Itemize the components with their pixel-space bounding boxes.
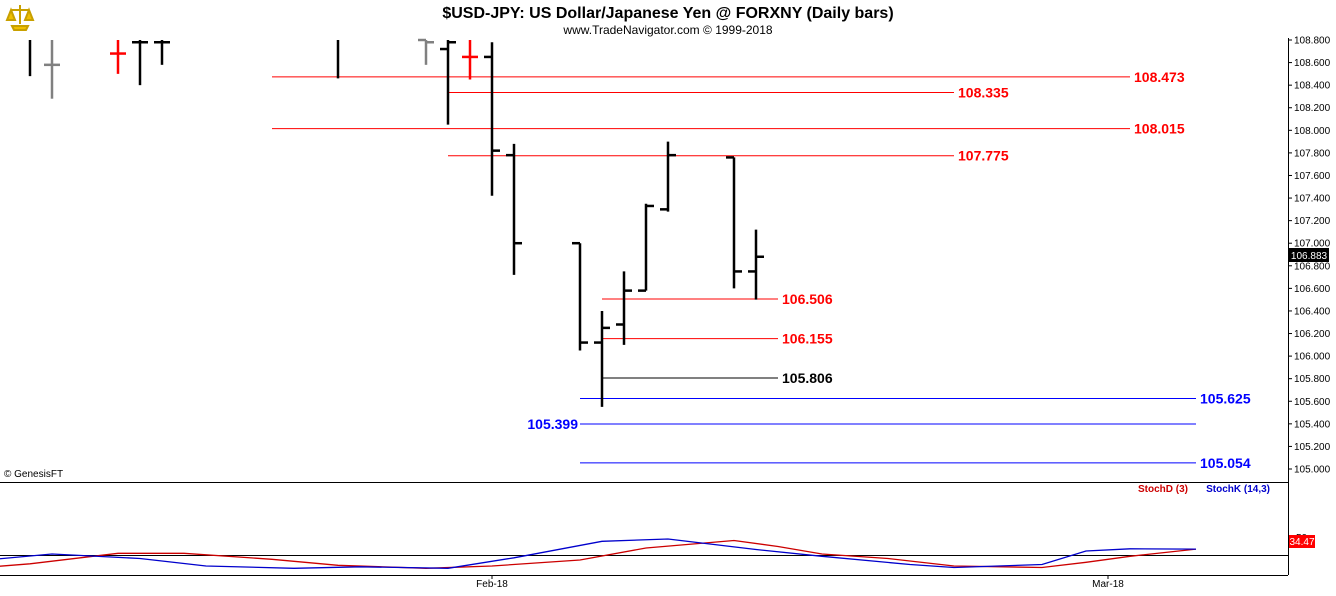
last-price-label: 106.883 <box>1291 251 1328 262</box>
stochk-label: StochK (14,3) <box>1206 484 1270 495</box>
y-tick-label: 108.000 <box>1294 126 1331 137</box>
y-tick-label: 106.200 <box>1294 329 1331 340</box>
level-label: 105.625 <box>1200 390 1251 406</box>
level-label: 107.775 <box>958 148 1009 164</box>
x-tick-label: Feb-18 <box>476 579 508 590</box>
copyright-text: www.TradeNavigator.com © 1999-2018 <box>562 23 772 37</box>
y-tick-label: 108.200 <box>1294 103 1331 114</box>
last-price-box <box>1289 248 1329 262</box>
y-tick-label: 106.800 <box>1294 261 1331 272</box>
level-label: 105.399 <box>527 416 578 432</box>
ohlc-bar <box>484 42 500 196</box>
ohlc-bar <box>572 241 588 351</box>
level-label: 108.335 <box>958 84 1009 100</box>
ohlc-bar <box>594 310 610 407</box>
ohlc-bar <box>418 38 434 65</box>
ohlc-bar <box>462 40 478 80</box>
level-label: 105.806 <box>782 370 833 386</box>
y-tick-label: 105.600 <box>1294 397 1331 408</box>
stochd-label: StochD (3) <box>1138 484 1188 495</box>
y-tick-label: 105.200 <box>1294 442 1331 453</box>
ohlc-bar <box>132 40 148 86</box>
x-axis: Feb-18 Mar-18 <box>476 575 1124 590</box>
genesis-credit: © GenesisFT <box>4 469 63 480</box>
ohlc-bar <box>726 156 742 289</box>
ohlc-bar <box>748 229 764 300</box>
y-tick-label: 108.600 <box>1294 58 1331 69</box>
ohlc-bar <box>616 271 632 345</box>
x-tick-label: Mar-18 <box>1092 579 1124 590</box>
level-label: 106.506 <box>782 291 833 307</box>
level-label: 108.015 <box>1134 121 1185 137</box>
ohlc-bar <box>638 203 654 292</box>
y-tick-label: 105.800 <box>1294 374 1331 385</box>
y-tick-label: 107.400 <box>1294 194 1331 205</box>
y-tick-label: 106.600 <box>1294 284 1331 295</box>
y-tick-label: 105.400 <box>1294 419 1331 430</box>
y-tick-label: 107.600 <box>1294 171 1331 182</box>
level-label: 105.054 <box>1200 455 1251 471</box>
genesis-logo-icon <box>4 2 36 32</box>
y-tick-label: 108.400 <box>1294 81 1331 92</box>
stoch-series-line <box>0 539 1197 569</box>
stochastic-panel: 50 34.47 <box>0 533 1315 576</box>
y-tick-label: 107.200 <box>1294 216 1331 227</box>
chart-title: $USD-JPY: US Dollar/Japanese Yen @ FORXN… <box>442 5 893 22</box>
y-tick-label: 108.800 <box>1294 36 1331 47</box>
y-tick-label: 107.800 <box>1294 148 1331 159</box>
y-tick-label: 106.000 <box>1294 352 1331 363</box>
ohlc-bar <box>154 40 170 65</box>
level-label: 106.155 <box>782 331 833 347</box>
y-tick-label: 107.000 <box>1294 239 1331 250</box>
ohlc-bar <box>440 40 456 125</box>
ohlc-bar <box>660 141 676 212</box>
stoch-last-label: 34.47 <box>1289 537 1314 548</box>
stoch-series-line <box>0 538 1197 569</box>
ohlc-bar <box>44 40 60 99</box>
level-label: 108.473 <box>1134 69 1185 85</box>
ohlc-bar <box>110 40 126 74</box>
price-panel: 108.473 108.335 108.015 107.775 106.506 106.1… <box>0 36 1331 575</box>
y-tick-label: 105.000 <box>1294 465 1331 476</box>
stoch-last-box <box>1289 535 1315 548</box>
ohlc-bar <box>506 143 522 275</box>
y-tick-label: 106.400 <box>1294 306 1331 317</box>
